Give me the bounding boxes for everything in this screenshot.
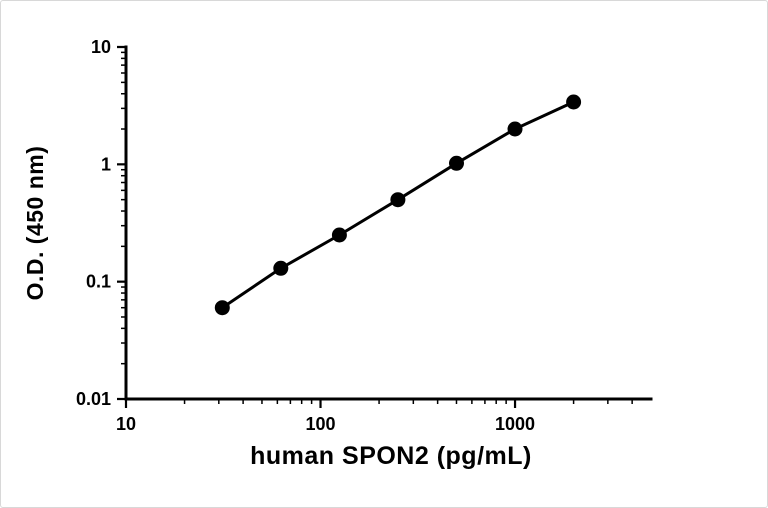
x-tick-label: 100 [305,414,335,434]
y-tick-label: 0.1 [86,272,111,292]
chart-plot-area: 10 100 1000 0.01 0.1 1 10 [76,37,653,434]
data-point [449,155,464,171]
data-point [273,260,289,276]
data-point [390,192,406,208]
x-tick-label: 10 [116,414,136,434]
data-point [507,121,523,137]
y-tick-label: 1 [101,154,111,174]
data-point [331,227,347,243]
y-tick-label: 10 [91,37,111,57]
data-point [214,300,230,316]
y-tick-label: 0.01 [76,389,111,409]
data-point [566,94,582,110]
x-axis-label: human SPON2 (pg/mL) [250,442,532,470]
y-axis-label: O.D. (450 nm) [22,146,48,301]
x-tick-label: 1000 [495,414,535,434]
